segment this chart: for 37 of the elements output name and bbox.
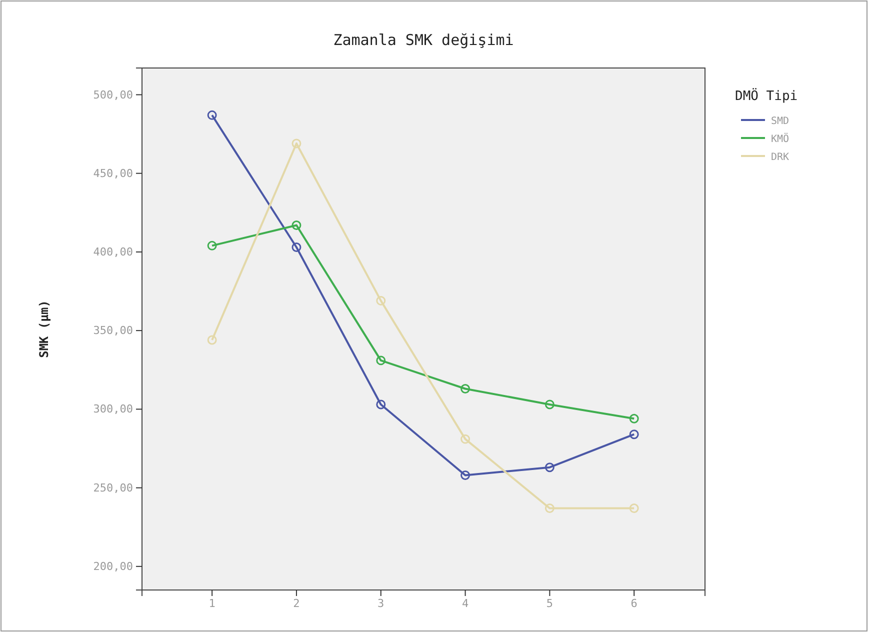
point xyxy=(460,434,470,444)
y-tick-label: 200,00 xyxy=(93,560,133,573)
point xyxy=(207,335,217,345)
x-tick-label: 4 xyxy=(462,596,469,610)
legend-title: DMÖ Tipi xyxy=(735,88,798,104)
point xyxy=(544,462,554,472)
x-tick-label: 3 xyxy=(378,596,384,610)
y-axis-title: SMK (µm) xyxy=(37,300,51,358)
point xyxy=(629,414,639,424)
point xyxy=(460,384,470,394)
point xyxy=(629,504,639,513)
point xyxy=(292,138,302,148)
x-tick-label: 2 xyxy=(293,596,300,610)
point xyxy=(376,356,386,366)
point xyxy=(376,296,386,306)
y-tick-label: 300,00 xyxy=(93,402,133,416)
point xyxy=(629,430,639,440)
point xyxy=(207,110,217,120)
y-tick-label: 450,00 xyxy=(93,166,133,180)
y-tick-label: 350,00 xyxy=(93,324,133,338)
point xyxy=(544,400,554,410)
point xyxy=(292,242,302,252)
legend-label: DRK xyxy=(771,152,790,163)
y-tick-label: 400,00 xyxy=(93,245,133,258)
y-tick-label: 250,00 xyxy=(93,481,133,494)
point xyxy=(544,504,554,513)
chart-title: Zamanla SMK değişimi xyxy=(333,31,514,49)
x-tick-label: 6 xyxy=(630,596,638,610)
point xyxy=(207,240,217,250)
point xyxy=(292,220,302,230)
x-tick-label: 5 xyxy=(546,596,553,610)
legend-label: KMÖ xyxy=(771,132,790,145)
y-tick-label: 500,00 xyxy=(93,88,133,102)
legend-label: SMD xyxy=(771,116,790,127)
point xyxy=(460,470,470,480)
point xyxy=(376,400,386,410)
x-tick-label: 1 xyxy=(208,596,216,610)
